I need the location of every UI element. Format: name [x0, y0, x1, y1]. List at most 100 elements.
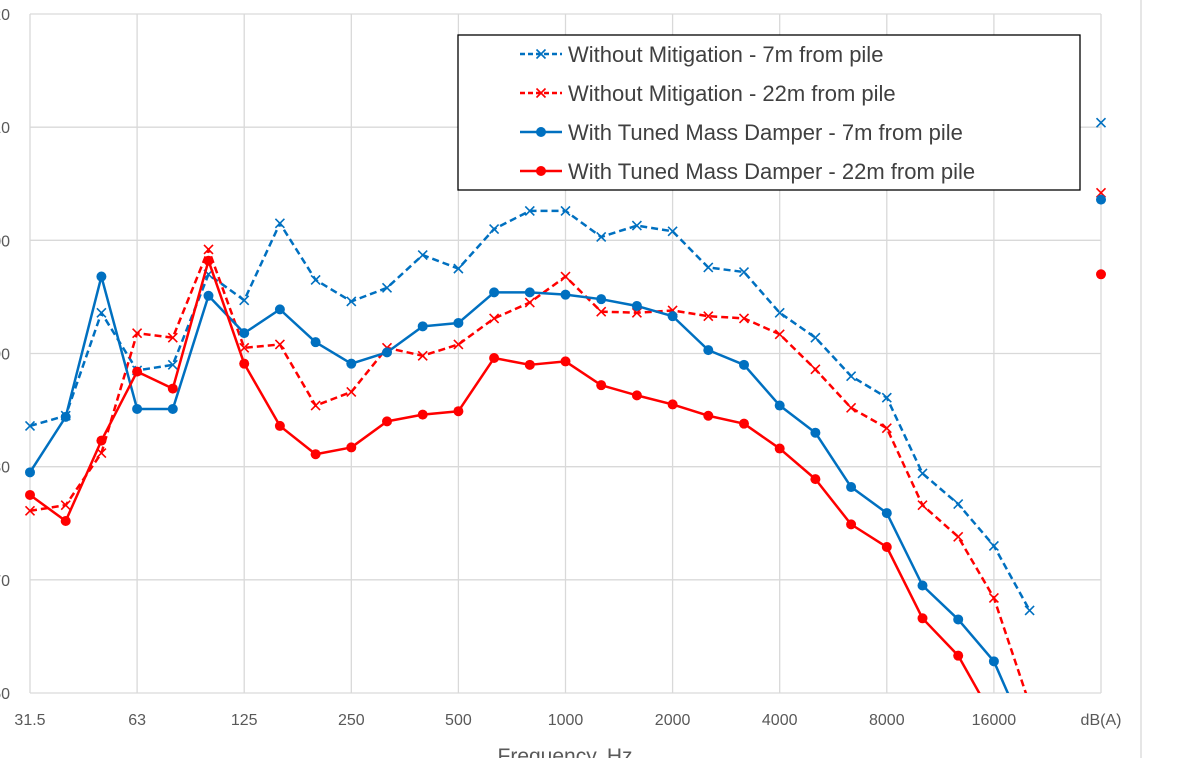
series-2 — [24, 187, 1107, 709]
data-point — [132, 328, 143, 339]
data-point — [453, 406, 464, 417]
data-point — [489, 223, 500, 235]
y-tick-label: 120 — [0, 7, 10, 24]
legend-label: Without Mitigation - 7m from pile — [568, 42, 883, 67]
data-point — [810, 332, 821, 343]
data-point — [703, 262, 714, 273]
data-point — [667, 311, 678, 322]
data-point — [560, 289, 571, 300]
series-line — [29, 209, 1031, 611]
data-point — [881, 542, 892, 553]
data-point — [631, 300, 642, 311]
data-point — [346, 386, 357, 398]
data-point — [1025, 700, 1034, 709]
y-tick-label: 100 — [0, 233, 10, 250]
x-tick-label: 1000 — [548, 712, 584, 729]
data-point — [167, 332, 178, 343]
data-point — [667, 226, 678, 237]
data-point — [596, 380, 607, 391]
data-point — [881, 392, 892, 403]
legend-marker — [536, 127, 546, 137]
data-point — [167, 383, 178, 394]
data-point — [703, 311, 714, 322]
data-point — [203, 244, 214, 255]
data-point — [846, 402, 857, 413]
data-point — [988, 540, 999, 551]
x-tick-label: 125 — [231, 712, 258, 729]
data-point — [810, 427, 821, 438]
data-point — [24, 505, 36, 516]
data-point — [24, 420, 36, 431]
data-point — [1024, 605, 1035, 616]
x-tick-label: dB(A) — [1081, 712, 1122, 729]
legend: Without Mitigation - 7m from pile Without… — [457, 34, 1081, 191]
data-point — [239, 358, 250, 369]
data-point — [667, 399, 678, 410]
data-point — [60, 411, 71, 422]
data-point — [132, 366, 143, 377]
data-point — [453, 263, 464, 274]
data-point — [417, 409, 428, 420]
data-point — [274, 420, 285, 431]
data-point — [310, 400, 321, 411]
x-tick-label: 4000 — [762, 712, 798, 729]
data-point — [1025, 738, 1035, 748]
data-point — [346, 442, 357, 453]
legend-marker — [535, 48, 547, 60]
data-point — [596, 306, 607, 317]
legend-label: With Tuned Mass Damper - 22m from pile — [568, 159, 975, 184]
data-point — [310, 274, 321, 286]
y-tick-label: 60 — [0, 686, 10, 703]
data-point — [881, 423, 892, 434]
data-point — [25, 467, 35, 478]
data-point — [846, 371, 857, 382]
data-point — [596, 294, 607, 305]
data-point — [810, 474, 821, 485]
data-point — [239, 295, 250, 306]
data-point — [346, 296, 357, 307]
x-tick-label: 8000 — [869, 712, 905, 729]
data-point — [453, 317, 464, 328]
y-tick-label: 90 — [0, 347, 10, 364]
data-point — [560, 271, 571, 282]
y-tick-label: 70 — [0, 573, 10, 590]
legend-item: With Tuned Mass Damper - 7m from pile — [520, 120, 963, 145]
series-3 — [25, 194, 1106, 748]
data-point — [346, 358, 357, 369]
x-axis-ticks: 31.5 63 125 250 500 1000 2000 4000 8000 16000 dB(A… — [14, 712, 1121, 729]
data-point — [988, 656, 999, 667]
data-point — [203, 255, 214, 266]
x-tick-label: 63 — [128, 712, 146, 729]
data-point — [96, 271, 107, 282]
data-point — [953, 531, 964, 542]
legend-marker — [536, 166, 546, 176]
data-point — [560, 205, 571, 216]
data-point — [524, 205, 535, 216]
x-tick-label: 16000 — [972, 712, 1017, 729]
data-point — [917, 613, 928, 624]
y-tick-label: 80 — [0, 460, 10, 477]
data-point — [310, 449, 321, 460]
data-point — [489, 313, 500, 324]
data-point — [417, 249, 428, 261]
data-point — [703, 345, 714, 356]
series-line — [29, 248, 1028, 693]
data-point — [631, 390, 642, 401]
data-point — [1096, 194, 1106, 205]
data-point — [489, 353, 500, 364]
data-point — [381, 282, 393, 293]
data-point — [417, 350, 428, 361]
data-point — [596, 231, 607, 243]
x-tick-label: 2000 — [655, 712, 691, 729]
data-point — [953, 650, 964, 661]
data-point — [132, 403, 143, 414]
data-point — [738, 266, 750, 278]
data-point — [524, 359, 535, 370]
series-group — [24, 117, 1107, 748]
data-point — [417, 321, 428, 332]
data-point — [953, 614, 964, 625]
data-point — [274, 218, 285, 229]
data-point — [774, 329, 785, 340]
x-tick-label: 250 — [338, 712, 365, 729]
